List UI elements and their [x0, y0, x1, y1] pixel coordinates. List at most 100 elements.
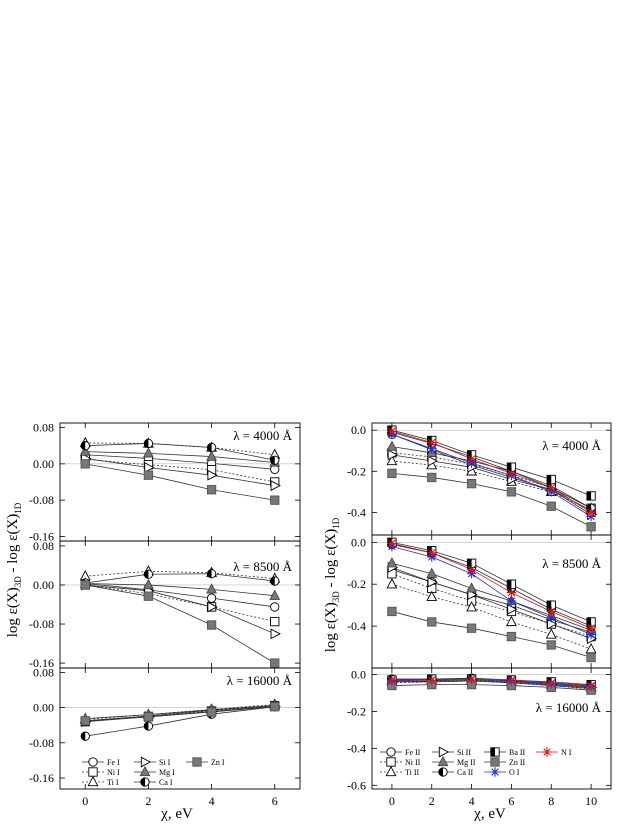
left-bottom-xtick-label: 2 [145, 794, 151, 808]
legend-marker [437, 755, 449, 767]
left-top-panel: 0.08 0.00 -0.08 -0.16 λ = 4000 Å [29, 421, 301, 543]
right-top-series-line [391, 454, 592, 515]
legend-marker [140, 756, 152, 768]
left-middle-data-point [206, 620, 217, 630]
left-ylabel-sub-1d: 1D [13, 502, 23, 514]
right-middle-data-point [386, 578, 398, 589]
left-middle-ytick-label: -0.08 [29, 617, 54, 631]
legend-label: O I [509, 768, 520, 777]
legend-label: Fe I [107, 758, 120, 767]
right-top-series-line [391, 431, 592, 509]
right-middle-series-line [391, 611, 592, 658]
right-top-panel: 0.0 -0.2 -0.4 λ = 4000 Å [347, 422, 612, 536]
left-top-data-point [142, 447, 154, 458]
right-bottom-xtick-label: 0 [389, 794, 395, 808]
right-middle-data-point [546, 613, 556, 623]
right-top-ytick-label: 0.0 [351, 423, 366, 437]
right-middle-data-point [506, 596, 517, 606]
left-bottom-ytick-label: -0.08 [29, 736, 54, 750]
legend-label: Ca I [159, 778, 173, 787]
left-middle-data-point [206, 583, 218, 594]
right-top-data-point [427, 443, 437, 454]
right-middle-series-line [391, 562, 592, 631]
right-middle-series-line [391, 569, 592, 633]
left-middle-series-line [85, 584, 275, 635]
right-middle-ytick-label: -0.4 [347, 619, 366, 633]
right-middle-frame [371, 534, 612, 669]
right-bottom-data-point [387, 675, 397, 685]
right-bottom-frame [371, 667, 612, 790]
right-top-series-line [391, 430, 592, 513]
left-top-data-point [144, 462, 155, 473]
left-ylabel: log ε(X)3D - log ε(X)1D [5, 502, 23, 637]
left-top-series-line [85, 458, 275, 487]
left-top-data-point [270, 480, 281, 492]
right-top-annotation: λ = 4000 Å [542, 438, 601, 453]
legend-label: Zn II [509, 758, 526, 767]
legend-marker [490, 767, 500, 777]
legend-label: Ba II [509, 748, 526, 757]
left-middle-data-point [206, 593, 217, 603]
right-top-data-point [586, 522, 596, 532]
legend-marker [139, 765, 151, 777]
legend-label: Ti I [107, 778, 119, 787]
left-top-ytick-label: -0.16 [29, 529, 54, 543]
left-middle-data-point [80, 580, 90, 590]
legend-label: Ti II [405, 768, 419, 777]
left-ylabel-main: log ε(X) [5, 587, 21, 637]
left-middle-ytick-label: -0.16 [29, 656, 54, 670]
left-middle-data-point [270, 628, 281, 640]
left-middle-annotation: λ = 8500 Å [233, 559, 292, 574]
legend-label: Mg II [457, 758, 476, 767]
right-ylabel: log ε(X)3D - log ε(X)1D [323, 517, 341, 652]
left-top-data-point [206, 450, 218, 461]
right-bottom-panel: 0.0 -0.2 -0.4 -0.6 0 2 4 6 8 10 λ = 16000 Å [347, 667, 612, 808]
right-top-data-point [586, 507, 596, 518]
right-middle-ytick-label: 0.0 [351, 535, 366, 549]
right-top-data-point [506, 487, 517, 497]
right-top-series-line [391, 460, 592, 511]
left-bottom-data-point [270, 702, 280, 712]
right-middle-data-point [547, 618, 558, 630]
left-top-data-point [80, 459, 90, 469]
right-middle-data-point [466, 564, 477, 575]
right-top-data-point [427, 472, 437, 483]
left-top-data-point [206, 485, 217, 495]
right-bottom-xtick-label: 6 [508, 794, 514, 808]
right-middle-data-point [507, 603, 518, 615]
right-middle-data-point [387, 606, 397, 617]
left-bottom-series-line [85, 705, 275, 719]
left-middle-data-point [207, 601, 218, 613]
right-middle-series-line [391, 541, 592, 623]
left-bottom-data-point [206, 707, 217, 717]
left-middle-data-point [142, 578, 154, 590]
right-middle-data-point [427, 576, 438, 588]
right-middle-data-point [426, 567, 438, 578]
right-top-series-line [391, 446, 592, 509]
left-bottom-xtick-label: 4 [209, 794, 215, 808]
right-middle-series-line [391, 567, 592, 640]
right-top-data-point [466, 478, 477, 489]
right-middle-data-point [586, 623, 596, 633]
left-xlabel: χ, eV [160, 806, 193, 822]
left-ylabel-mid: - log ε(X) [5, 514, 21, 577]
left-bottom-data-point [143, 721, 154, 731]
legend-label: Si I [159, 758, 171, 767]
left-top-series-line [85, 443, 275, 461]
legend-label: Zn I [211, 758, 225, 767]
right-top-data-point [386, 454, 398, 466]
left-bottom-xtick-label: 0 [82, 794, 88, 808]
left-bottom-series-line [85, 706, 275, 737]
left-bottom-annotation: λ = 16000 Å [227, 673, 293, 688]
legend-marker [88, 757, 98, 767]
right-middle-annotation: λ = 8500 Å [542, 556, 601, 571]
right-middle-data-point [585, 642, 597, 654]
right-middle-series-line [391, 546, 592, 635]
left-bottom-data-point [80, 716, 90, 726]
left-middle-series-line [85, 583, 275, 608]
legend-label: Fe II [405, 748, 421, 757]
right-middle-data-point [546, 640, 556, 650]
